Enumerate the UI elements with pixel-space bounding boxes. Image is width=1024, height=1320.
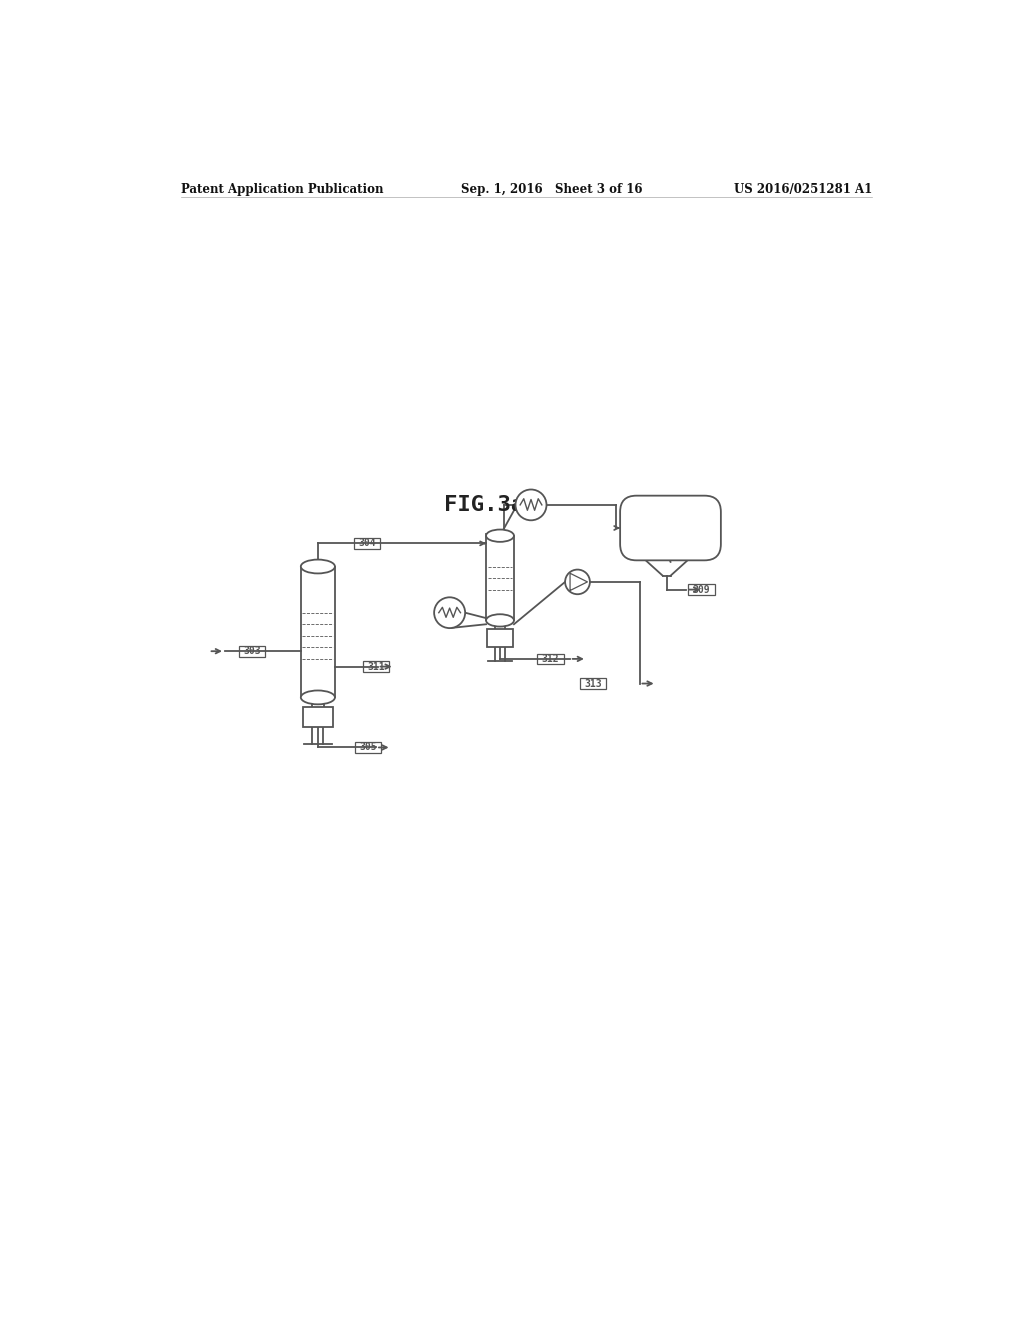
Ellipse shape	[486, 614, 514, 627]
Bar	[303, 706, 333, 726]
Circle shape	[515, 490, 547, 520]
Bar	[688, 585, 715, 595]
Text: 313: 313	[584, 678, 602, 689]
Bar	[538, 653, 563, 664]
Text: 304: 304	[357, 539, 376, 548]
Ellipse shape	[486, 529, 514, 543]
FancyBboxPatch shape	[621, 496, 721, 561]
Text: Patent Application Publication: Patent Application Publication	[180, 183, 383, 197]
Circle shape	[565, 570, 590, 594]
Text: 311: 311	[368, 661, 385, 672]
Bar	[353, 539, 380, 549]
Bar	[239, 645, 265, 656]
Bar	[580, 678, 606, 689]
Ellipse shape	[301, 560, 335, 573]
Text: 305: 305	[359, 742, 377, 752]
Bar	[486, 628, 513, 647]
Bar	[362, 661, 389, 672]
Text: US 2016/0251281 A1: US 2016/0251281 A1	[734, 183, 872, 197]
Text: FIG.3a: FIG.3a	[444, 495, 524, 515]
Text: 309: 309	[692, 585, 711, 594]
Text: 303: 303	[243, 647, 261, 656]
Text: Sep. 1, 2016   Sheet 3 of 16: Sep. 1, 2016 Sheet 3 of 16	[461, 183, 643, 197]
Ellipse shape	[301, 690, 335, 705]
Bar	[355, 742, 381, 752]
Text: 312: 312	[542, 653, 559, 664]
Circle shape	[434, 597, 465, 628]
